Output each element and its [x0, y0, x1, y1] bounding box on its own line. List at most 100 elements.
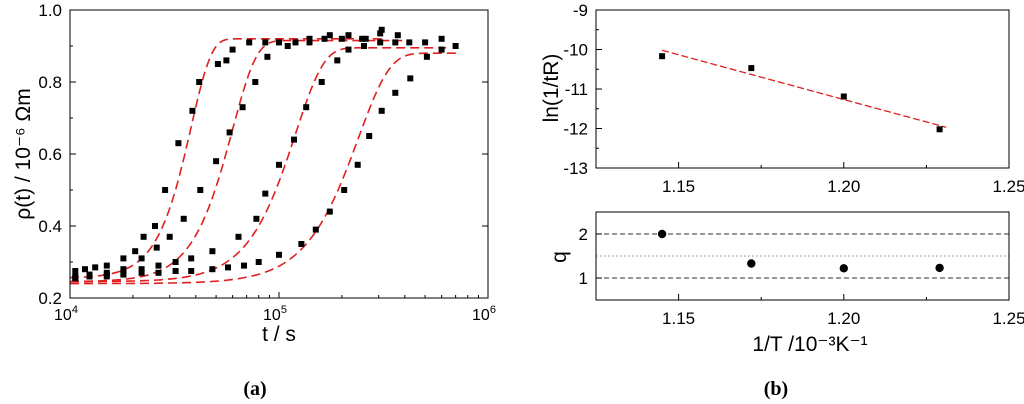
- data-point: [276, 161, 282, 168]
- data-point: [312, 226, 319, 233]
- data-point: [303, 104, 310, 111]
- y-tick-label: -11: [565, 80, 588, 99]
- data-point: [172, 268, 179, 274]
- panel-a-x-label: t / s: [262, 323, 296, 346]
- y-tick-label: -12: [563, 120, 588, 139]
- data-point: [378, 107, 385, 114]
- data-point: [378, 26, 385, 33]
- data-point: [140, 233, 147, 240]
- data-point: [241, 262, 247, 269]
- data-point: [262, 190, 269, 197]
- data-point: [659, 53, 666, 60]
- data-point: [291, 136, 297, 143]
- panel-a-data-points: [72, 26, 459, 282]
- data-point: [345, 46, 352, 53]
- data-point: [120, 255, 127, 262]
- data-point: [175, 140, 182, 147]
- data-point: [354, 161, 361, 168]
- data-point: [172, 259, 179, 265]
- panel-b-top-ticks: 1.15 1.20 1.25 -13 -12 -11 -10 -9: [563, 1, 1024, 196]
- panel-b-top-y-label: ln(1/tR): [540, 54, 563, 123]
- y-tick-label: 0.8: [38, 73, 62, 92]
- data-point: [262, 39, 269, 46]
- data-point: [321, 35, 328, 42]
- data-point: [392, 89, 399, 96]
- data-point: [188, 255, 195, 262]
- panel-b-top-data-points: [659, 53, 943, 133]
- data-point: [936, 126, 943, 133]
- panel-b-bottom-y-label: q: [548, 251, 571, 263]
- data-point: [406, 39, 413, 46]
- data-point: [132, 248, 139, 255]
- data-point: [152, 223, 158, 229]
- data-point: [166, 233, 173, 240]
- data-point: [292, 39, 299, 46]
- data-point: [657, 229, 667, 239]
- data-point: [394, 32, 401, 39]
- data-point: [935, 263, 944, 273]
- data-point: [306, 35, 313, 42]
- fit-curve-4: [70, 52, 461, 285]
- data-point: [341, 187, 348, 193]
- data-point: [213, 158, 220, 165]
- panel-b-caption: (b): [764, 378, 788, 400]
- data-point: [86, 273, 93, 280]
- panel-a-fit-curves: [70, 38, 461, 285]
- data-point: [246, 39, 253, 46]
- data-point: [452, 43, 459, 49]
- fit-curve-2: [70, 39, 403, 283]
- data-point: [407, 75, 414, 82]
- panel-a-y-label: ρ(t) / 10⁻⁶ Ωm: [12, 88, 35, 219]
- data-point: [438, 46, 445, 53]
- data-point: [284, 43, 291, 49]
- data-point: [103, 273, 110, 280]
- data-point: [138, 266, 145, 273]
- data-point: [155, 269, 162, 276]
- data-point: [138, 269, 145, 276]
- data-point: [318, 79, 325, 85]
- data-point: [366, 133, 373, 139]
- data-point: [252, 79, 259, 85]
- data-point: [423, 53, 430, 60]
- data-point: [180, 215, 187, 222]
- data-point: [72, 268, 79, 274]
- panel-b-bottom-data-points: [657, 229, 944, 273]
- x-tick-label: 1.20: [827, 177, 860, 196]
- data-point: [362, 35, 369, 42]
- data-point: [197, 187, 204, 193]
- x-tick-label: 1.15: [662, 177, 695, 196]
- data-point: [422, 39, 429, 46]
- data-point: [120, 266, 127, 273]
- data-point: [138, 255, 145, 262]
- data-point: [188, 268, 195, 274]
- fit-curve-1: [70, 38, 385, 279]
- y-tick-label: -10: [563, 41, 588, 60]
- y-tick-label: -9: [573, 1, 588, 20]
- data-point: [359, 35, 366, 42]
- y-tick-label: 0.2: [38, 289, 62, 308]
- data-point: [162, 187, 169, 193]
- data-point: [306, 39, 313, 46]
- panel-b-bottom: 1.15 1.20 1.25 1 2 q 1/T /10⁻³K⁻¹ (b): [548, 211, 1024, 400]
- data-point: [334, 57, 341, 64]
- data-point: [438, 35, 445, 42]
- data-point: [103, 262, 110, 269]
- x-tick-label: 106: [472, 304, 496, 324]
- x-tick-label: 1.15: [662, 309, 695, 328]
- data-point: [214, 61, 221, 67]
- data-point: [748, 65, 755, 72]
- panel-b-bottom-reference-lines: [596, 233, 1009, 279]
- panel-b-bottom-ticks: 1.15 1.20 1.25 1 2: [579, 225, 1024, 328]
- y-tick-label: 1: [579, 269, 588, 288]
- x-tick-label: 1.20: [827, 309, 860, 328]
- panel-b-top: 1.15 1.20 1.25 -13 -12 -11 -10 -9 ln(1/tR): [540, 1, 1024, 196]
- data-point: [239, 104, 246, 111]
- data-point: [276, 251, 282, 258]
- x-tick-label: 105: [263, 304, 287, 324]
- data-point: [361, 43, 367, 49]
- data-point: [82, 266, 88, 273]
- fit-curve-3: [70, 47, 447, 283]
- data-point: [225, 264, 231, 271]
